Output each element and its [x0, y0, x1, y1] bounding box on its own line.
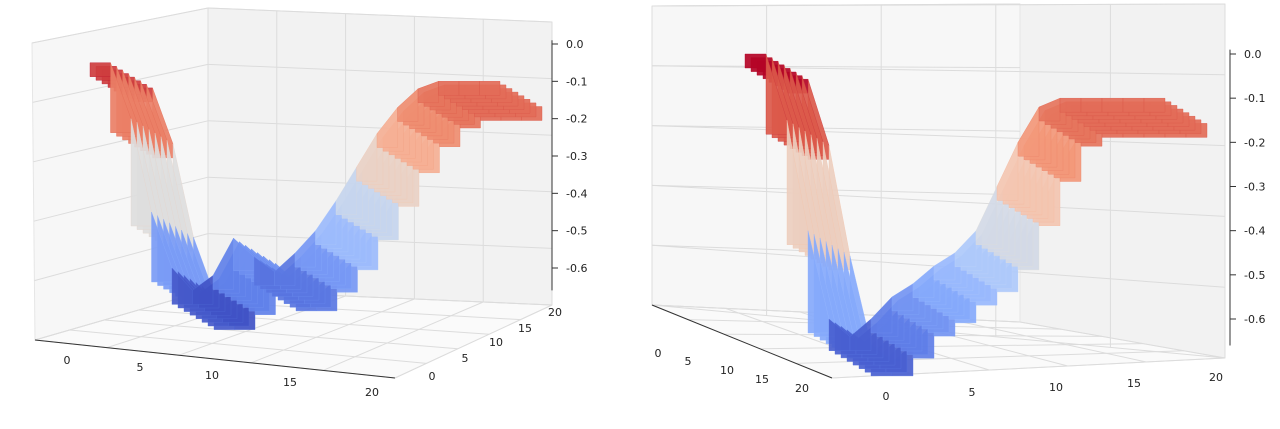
right-surface-facet: [1017, 106, 1040, 157]
surface-plot-right: 0.0 -0.1 -0.2 -0.3 -0.4 -0.5 -0.6 0 5 10 15 20 0 5 10 1…: [640, 0, 1280, 425]
left-surface-facet: [294, 230, 316, 268]
right-y-tick-label: 10: [720, 364, 734, 377]
right-x-tick-label: 10: [1049, 381, 1063, 394]
left-y-axis: 0 5 10 15 20: [429, 306, 563, 383]
left-y-tick-label: 5: [462, 352, 469, 365]
right-x-tick-label: 5: [969, 386, 976, 399]
right-surface-facet: [1101, 97, 1124, 113]
surface-plot-left-canvas: 0.0 -0.1 -0.2 -0.3 -0.4 -0.5 -0.6 0 5 10 15 20 0 5 10 1…: [31, 7, 587, 399]
left-x-tick-label: 10: [205, 369, 219, 382]
left-surface-facet: [479, 81, 501, 96]
left-x-tick-label: 20: [365, 386, 379, 399]
left-z-tick-label: -0.1: [566, 75, 587, 88]
left-grid-floor: [250, 298, 415, 364]
right-surface-facet: [744, 53, 767, 69]
left-y-tick-label: 15: [518, 322, 532, 335]
left-x-axis-line: [34, 339, 396, 379]
left-grid-floor: [104, 319, 458, 350]
surface-plot-right-canvas: 0.0 -0.1 -0.2 -0.3 -0.4 -0.5 -0.6 0 5 10 15 20 0 5 10 1…: [651, 3, 1265, 403]
right-surface-facet: [996, 142, 1019, 201]
right-grid-floor: [946, 318, 1147, 363]
left-surface-facet: [315, 200, 337, 245]
left-grid-floor: [394, 304, 553, 379]
left-grid-side: [31, 7, 209, 44]
right-z-tick-label: -0.5: [1244, 269, 1265, 282]
left-surface-facet: [397, 88, 419, 122]
left-grid-floor: [69, 329, 427, 364]
right-surface-facet: [849, 318, 872, 351]
right-surface-facet: [1122, 97, 1145, 113]
left-surface-facet: [89, 62, 111, 77]
left-z-tick-label: -0.4: [566, 187, 587, 200]
right-x-axis-line: [651, 304, 833, 379]
left-x-tick-label: 5: [137, 361, 144, 374]
right-surface-facet: [975, 186, 998, 245]
right-z-axis: 0.0 -0.1 -0.2 -0.3 -0.4 -0.5 -0.6: [1229, 48, 1265, 346]
left-x-tick-label: 0: [64, 354, 71, 367]
left-surface-facet: [192, 275, 214, 305]
right-surface-facet: [933, 252, 956, 281]
right-x-tick-label: 0: [883, 390, 890, 403]
right-grid-h: [651, 184, 1226, 217]
left-surface-facet: [356, 132, 378, 182]
right-surface-facet: [1143, 97, 1166, 113]
left-y-tick-label: 0: [429, 370, 436, 383]
left-z-tick-label: 0.0: [566, 38, 584, 51]
left-grid-side: [33, 120, 209, 163]
left-surface-facet: [335, 166, 357, 216]
right-y-tick-label: 20: [795, 382, 809, 395]
right-x-axis: 0 5 10 15 20: [651, 304, 1223, 403]
left-z-tick-label: -0.2: [566, 113, 587, 126]
right-surface: [744, 53, 1208, 377]
left-grid-h: [207, 63, 553, 80]
left-grid-h: [207, 233, 553, 249]
left-grid-h: [207, 7, 553, 23]
right-surface-facet: [891, 283, 914, 312]
left-surface: [89, 62, 543, 330]
right-grid-side: [651, 125, 1021, 132]
left-z-axis: 0.0 -0.1 -0.2 -0.3 -0.4 -0.5 -0.6: [551, 38, 587, 291]
left-x-tick-label: 15: [283, 376, 297, 389]
right-z-tick-label: -0.3: [1244, 181, 1265, 194]
right-y-axis: 0 5 10 15 20: [655, 347, 810, 395]
right-surface-facet: [1080, 97, 1103, 113]
left-surface-facet: [458, 81, 480, 96]
right-y-tick-label: 0: [655, 347, 662, 360]
left-surface-facet: [212, 238, 234, 290]
right-z-tick-label: -0.1: [1244, 92, 1265, 105]
right-grid-h: [651, 125, 1226, 147]
right-x-tick-label: 20: [1209, 371, 1223, 384]
right-surface-facet: [1038, 97, 1061, 122]
right-y-tick-label: 5: [685, 355, 692, 368]
left-z-tick-label: -0.3: [566, 150, 587, 163]
surface-plot-left: 0.0 -0.1 -0.2 -0.3 -0.4 -0.5 -0.6 0 5 10 15 20 0 5 10 1…: [0, 0, 640, 425]
right-surface-facet: [954, 230, 977, 267]
left-surface-facet: [376, 106, 398, 148]
left-surface-facet: [417, 81, 439, 104]
left-grid-floor: [322, 301, 484, 371]
left-grid-h: [207, 120, 553, 136]
left-y-tick-label: 10: [489, 336, 503, 349]
left-y-tick-label: 20: [548, 306, 562, 319]
right-z-tick-label: -0.2: [1244, 136, 1265, 149]
right-x-tick-label: 15: [1127, 377, 1141, 390]
right-z-tick-label: -0.6: [1244, 313, 1265, 326]
right-surface-facet: [870, 296, 893, 334]
right-surface-facet: [912, 265, 935, 298]
right-grid-side: [651, 65, 1021, 69]
right-grid-floor: [1019, 321, 1226, 359]
right-z-tick-label: -0.4: [1244, 225, 1265, 238]
left-x-axis: 0 5 10 15 20: [34, 339, 396, 399]
right-surface-facet: [1059, 97, 1082, 113]
left-surface-facet: [438, 81, 460, 96]
right-z-tick-label: 0.0: [1244, 48, 1262, 61]
right-y-tick-label: 15: [755, 373, 769, 386]
left-z-tick-label: -0.5: [566, 225, 587, 238]
left-z-tick-label: -0.6: [566, 262, 587, 275]
left-surface-facet: [274, 252, 296, 286]
right-grid-side: [651, 3, 1021, 7]
